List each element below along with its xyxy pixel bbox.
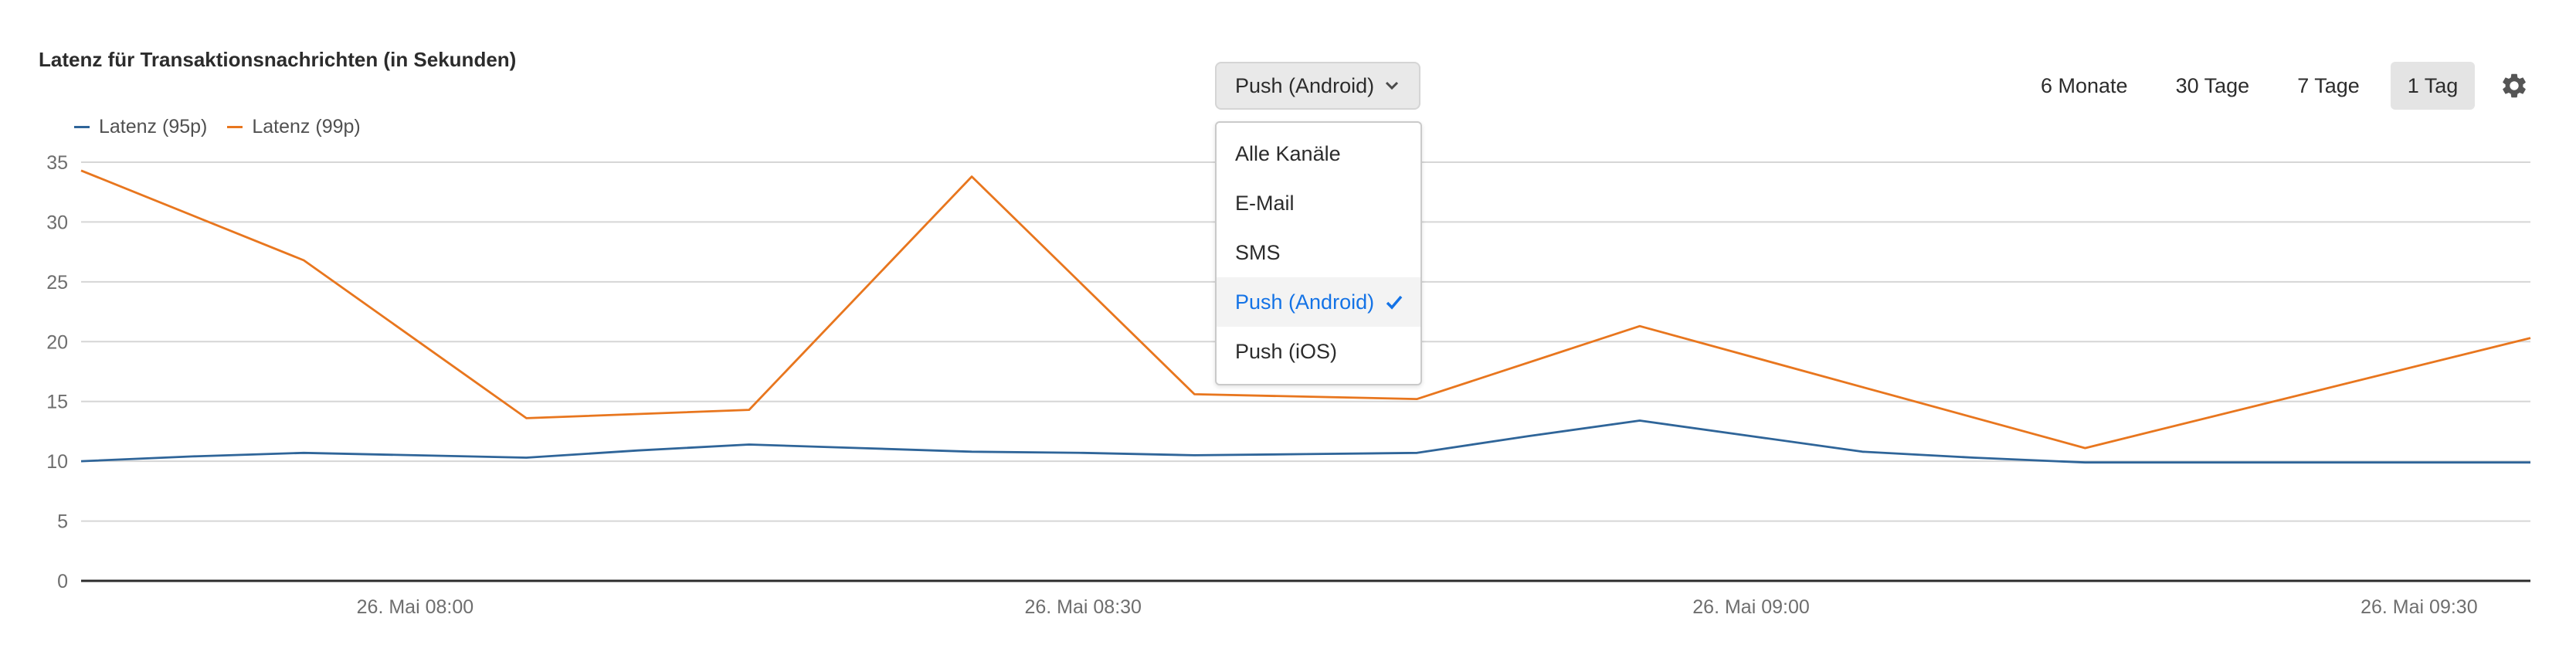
chevron-down-icon <box>1385 81 1399 90</box>
legend-label-99p: Latenz (99p) <box>252 116 361 137</box>
y-tick-label: 25 <box>46 272 68 294</box>
channel-select-button[interactable]: Push (Android) <box>1215 62 1420 110</box>
channel-option-label: E-Mail <box>1235 191 1295 215</box>
channel-option-label: Push (Android) <box>1235 290 1375 314</box>
channel-select-value: Push (Android) <box>1235 73 1375 97</box>
x-tick-label: 26. Mai 09:00 <box>1692 596 1810 618</box>
chart-legend: Latenz (95p) Latenz (99p) <box>74 116 381 138</box>
checkmark-icon <box>1386 295 1403 310</box>
gear-icon[interactable] <box>2500 71 2529 100</box>
channel-option-all[interactable]: Alle Kanäle <box>1217 129 1420 178</box>
legend-item-95p: Latenz (95p) <box>74 116 207 138</box>
y-tick-label: 20 <box>46 331 68 353</box>
channel-option-sms[interactable]: SMS <box>1217 228 1420 277</box>
y-tick-label: 5 <box>57 511 68 533</box>
x-tick-label: 26. Mai 08:30 <box>1024 596 1142 618</box>
channel-option-label: Push (iOS) <box>1235 339 1338 363</box>
channel-option-email[interactable]: E-Mail <box>1217 178 1420 228</box>
widget-title: Latenz für Transaktionsnachrichten (in S… <box>39 48 517 71</box>
range-1-day-button[interactable]: 1 Tag <box>2390 62 2476 110</box>
series-line-99p <box>80 169 2531 450</box>
range-7-days-button[interactable]: 7 Tage <box>2297 73 2360 97</box>
legend-item-99p: Latenz (99p) <box>227 116 361 138</box>
channel-option-label: SMS <box>1235 240 1281 264</box>
y-tick-label: 10 <box>46 451 68 473</box>
channel-dropdown-menu: Alle Kanäle E-Mail SMS Push (Android) Pu… <box>1215 121 1422 385</box>
channel-option-push-android[interactable]: Push (Android) <box>1217 277 1420 327</box>
legend-swatch-95p <box>74 126 90 128</box>
range-6-months-button[interactable]: 6 Monate <box>2041 73 2128 97</box>
legend-label-95p: Latenz (95p) <box>99 116 208 137</box>
x-tick-label: 26. Mai 08:00 <box>357 596 474 618</box>
series-line-95p <box>80 419 2530 464</box>
channel-option-label: Alle Kanäle <box>1235 141 1341 165</box>
channel-option-push-ios[interactable]: Push (iOS) <box>1217 327 1420 376</box>
y-tick-label: 35 <box>46 152 68 174</box>
y-tick-label: 30 <box>46 212 68 233</box>
y-tick-label: 15 <box>46 392 68 413</box>
x-tick-label: 26. Mai 09:30 <box>2360 596 2478 618</box>
time-range-selector: 6 Monate 30 Tage 7 Tage 1 Tag <box>2024 62 2489 110</box>
range-30-days-button[interactable]: 30 Tage <box>2175 73 2250 97</box>
y-tick-label: 0 <box>57 571 68 592</box>
legend-swatch-99p <box>227 126 243 128</box>
